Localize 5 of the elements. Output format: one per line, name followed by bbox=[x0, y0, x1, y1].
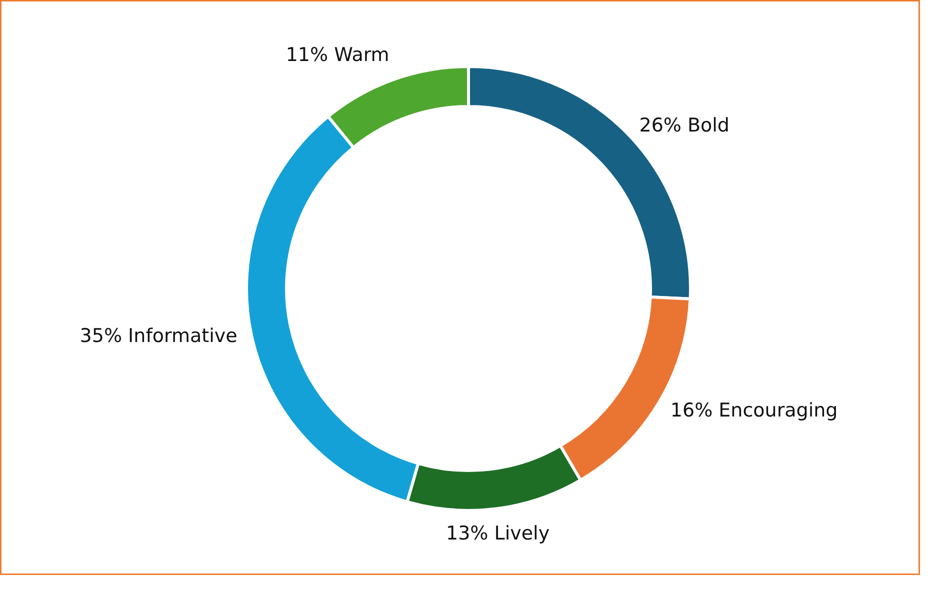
slice-label: 35% Informative bbox=[80, 324, 238, 347]
slice-label: 13% Lively bbox=[446, 522, 550, 545]
slice-label: 26% Bold bbox=[639, 114, 730, 137]
slice-label: 16% Encouraging bbox=[670, 400, 838, 422]
slice-label: 11% Warm bbox=[286, 44, 390, 66]
